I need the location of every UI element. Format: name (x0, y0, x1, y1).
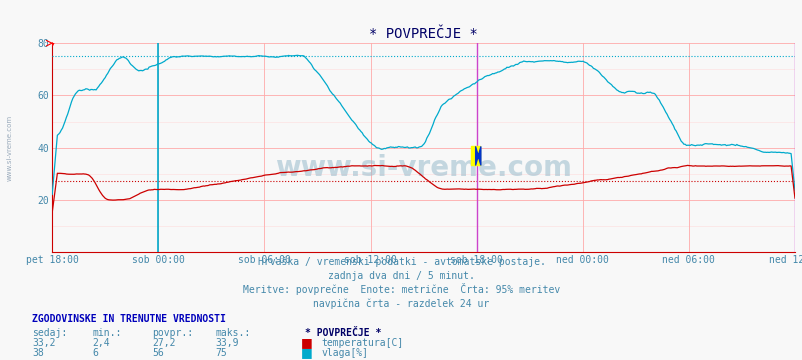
Text: 56: 56 (152, 348, 164, 359)
Text: sedaj:: sedaj: (32, 328, 67, 338)
Text: 33,9: 33,9 (215, 338, 238, 348)
Text: min.:: min.: (92, 328, 122, 338)
Text: * POVPREČJE *: * POVPREČJE * (305, 328, 381, 338)
Text: ■: ■ (301, 346, 313, 359)
Text: 6: 6 (92, 348, 98, 359)
Text: ■: ■ (301, 336, 313, 349)
Text: ZGODOVINSKE IN TRENUTNE VREDNOSTI: ZGODOVINSKE IN TRENUTNE VREDNOSTI (32, 314, 225, 324)
Text: 38: 38 (32, 348, 44, 359)
Text: 33,2: 33,2 (32, 338, 55, 348)
Text: 27,2: 27,2 (152, 338, 176, 348)
Text: zadnja dva dni / 5 minut.: zadnja dva dni / 5 minut. (328, 271, 474, 281)
Text: www.si-vreme.com: www.si-vreme.com (275, 154, 571, 183)
Title: * POVPREČJE *: * POVPREČJE * (369, 27, 477, 41)
Text: temperatura[C]: temperatura[C] (321, 338, 403, 348)
Text: navpična črta - razdelek 24 ur: navpična črta - razdelek 24 ur (313, 298, 489, 309)
Text: povpr.:: povpr.: (152, 328, 193, 338)
Text: 75: 75 (215, 348, 227, 359)
Text: Hrvaška / vremenski podatki - avtomatske postaje.: Hrvaška / vremenski podatki - avtomatske… (257, 256, 545, 267)
Text: 2,4: 2,4 (92, 338, 110, 348)
Text: www.si-vreme.com: www.si-vreme.com (6, 114, 13, 181)
Text: vlaga[%]: vlaga[%] (321, 348, 368, 359)
Text: Meritve: povprečne  Enote: metrične  Črta: 95% meritev: Meritve: povprečne Enote: metrične Črta:… (242, 283, 560, 296)
Text: maks.:: maks.: (215, 328, 250, 338)
